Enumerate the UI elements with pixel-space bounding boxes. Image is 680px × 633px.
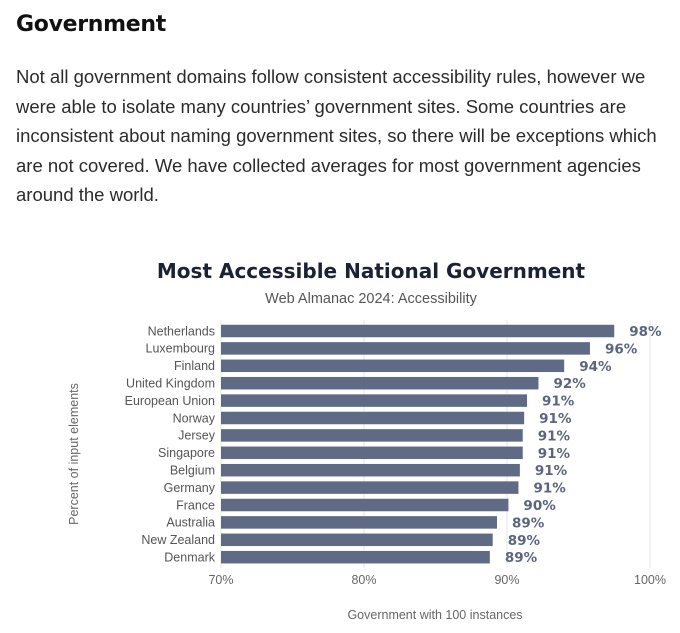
x-tick-label: 70% bbox=[208, 573, 233, 587]
data-label: 89% bbox=[512, 515, 545, 531]
x-tick-label: 80% bbox=[351, 573, 376, 587]
data-label: 98% bbox=[629, 324, 662, 340]
bar-chart: Most Accessible National Government Web … bbox=[67, 259, 666, 622]
bars: Netherlands 98% Luxembourg 96% Finland 94% Uni… bbox=[125, 324, 662, 566]
category-label: Denmark bbox=[164, 551, 215, 565]
category-label: France bbox=[176, 498, 215, 512]
data-label: 91% bbox=[539, 411, 572, 427]
y-axis-title: Percent of input elements bbox=[67, 383, 81, 525]
category-label: Luxembourg bbox=[146, 342, 216, 356]
category-label: European Union bbox=[125, 394, 215, 408]
bar bbox=[221, 446, 523, 460]
gridlines bbox=[220, 320, 651, 568]
bar bbox=[221, 498, 509, 512]
data-label: 94% bbox=[579, 359, 612, 375]
intro-paragraph: Not all government domains follow consis… bbox=[16, 66, 657, 205]
category-label: Jersey bbox=[178, 429, 216, 443]
x-tick-label: 90% bbox=[494, 573, 519, 587]
bar bbox=[221, 481, 519, 494]
x-tick-label: 100% bbox=[634, 573, 666, 587]
bar bbox=[221, 376, 539, 390]
bar bbox=[221, 411, 525, 425]
category-label: Finland bbox=[174, 359, 215, 373]
chart-subtitle: Web Almanac 2024: Accessibility bbox=[265, 291, 477, 307]
category-label: Belgium bbox=[170, 464, 215, 478]
category-label: Singapore bbox=[158, 446, 215, 460]
chart-title: Most Accessible National Government bbox=[157, 259, 586, 283]
category-label: Norway bbox=[173, 411, 216, 425]
bar bbox=[221, 394, 528, 407]
chart-container: Most Accessible National Government Web … bbox=[0, 248, 680, 633]
x-axis-title: Government with 100 instances bbox=[347, 608, 522, 622]
bar bbox=[221, 429, 523, 442]
bar bbox=[221, 550, 490, 564]
data-label: 91% bbox=[535, 463, 568, 479]
category-label: Australia bbox=[166, 516, 215, 530]
data-label: 90% bbox=[523, 498, 556, 514]
bar bbox=[221, 463, 520, 477]
bar bbox=[221, 324, 615, 338]
data-label: 91% bbox=[538, 446, 571, 462]
bar bbox=[221, 516, 497, 529]
data-label: 91% bbox=[533, 481, 566, 497]
x-axis-ticks: 70% 80% 90% 100% bbox=[208, 573, 666, 587]
category-label: United Kingdom bbox=[126, 377, 215, 391]
section-heading: Government bbox=[16, 12, 166, 37]
data-label: 91% bbox=[538, 428, 571, 444]
data-label: 96% bbox=[605, 341, 638, 357]
bar bbox=[221, 533, 493, 547]
category-label: Netherlands bbox=[148, 324, 215, 338]
bar bbox=[221, 359, 565, 373]
data-label: 91% bbox=[542, 394, 575, 410]
data-label: 89% bbox=[505, 550, 538, 566]
category-label: Germany bbox=[164, 481, 216, 495]
category-label: New Zealand bbox=[141, 533, 215, 547]
bar bbox=[221, 342, 590, 355]
data-label: 92% bbox=[553, 376, 586, 392]
data-label: 89% bbox=[508, 533, 541, 549]
